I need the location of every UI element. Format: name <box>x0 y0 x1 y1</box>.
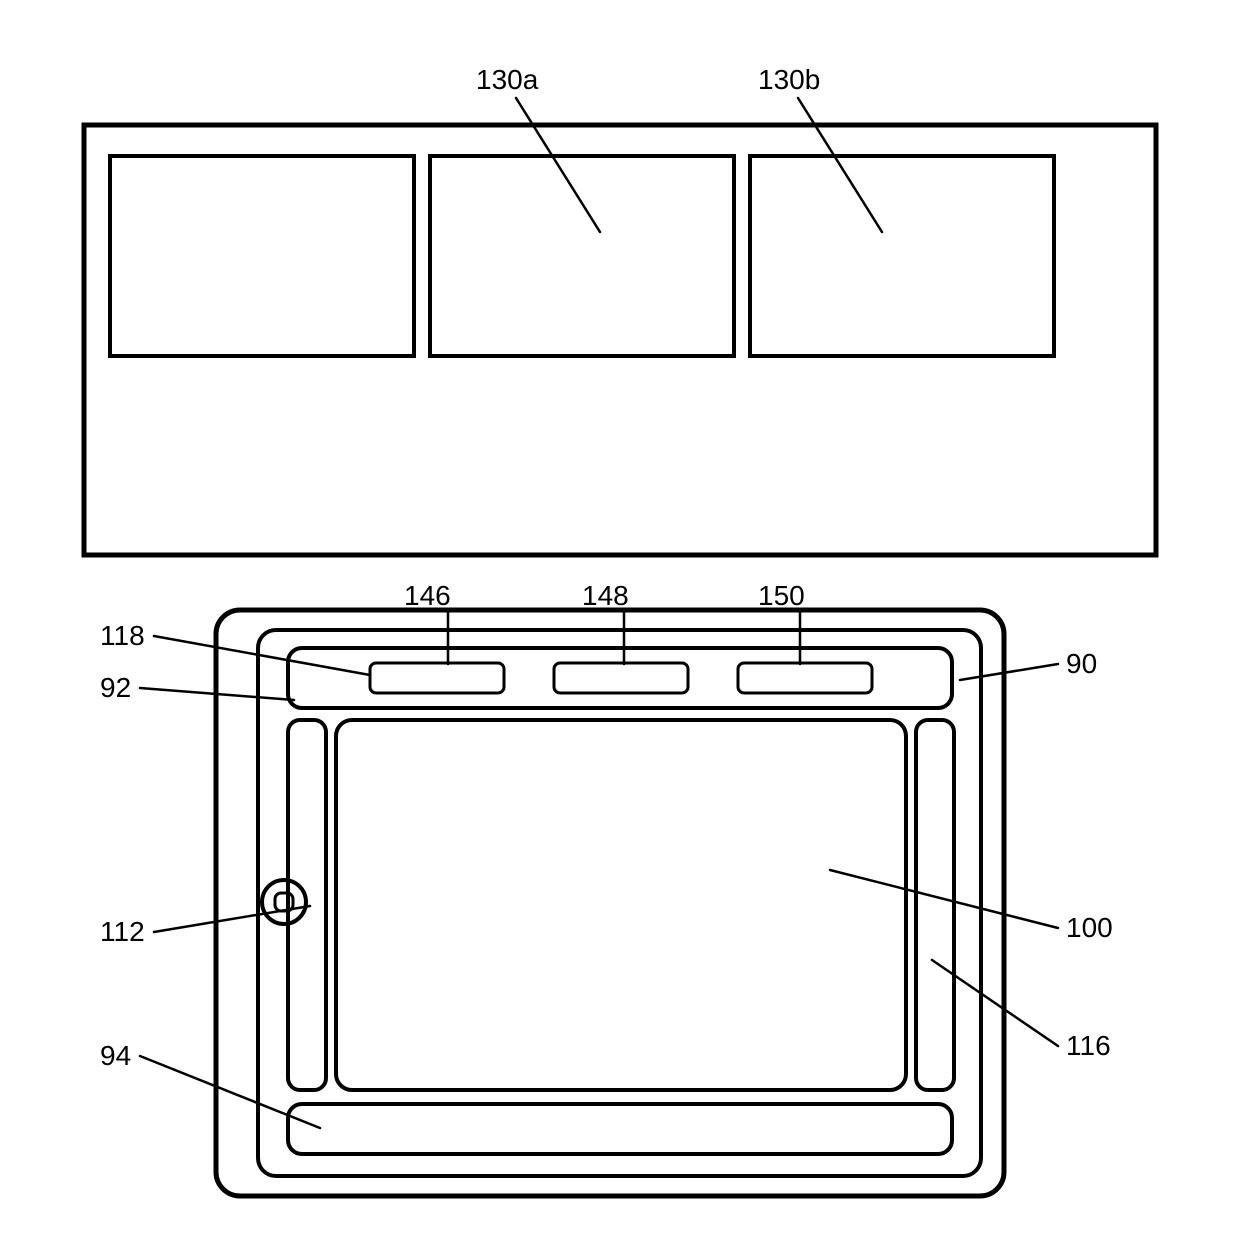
ref-label-94: 94 <box>100 1040 131 1072</box>
diagram-svg <box>0 0 1240 1248</box>
ref-label-130b: 130b <box>758 64 820 96</box>
ref-label-92: 92 <box>100 672 131 704</box>
ref-label-150: 150 <box>758 580 805 612</box>
ref-label-130a: 130a <box>476 64 538 96</box>
ref-label-90: 90 <box>1066 648 1097 680</box>
ref-label-112: 112 <box>100 916 145 948</box>
ref-label-100: 100 <box>1066 912 1113 944</box>
diagram-canvas: 130a 130b 146 148 150 90 118 92 112 94 100 116 <box>0 0 1240 1248</box>
ref-label-118: 118 <box>100 620 145 652</box>
ref-label-116: 116 <box>1066 1030 1111 1062</box>
ref-label-148: 148 <box>582 580 629 612</box>
ref-label-146: 146 <box>404 580 451 612</box>
